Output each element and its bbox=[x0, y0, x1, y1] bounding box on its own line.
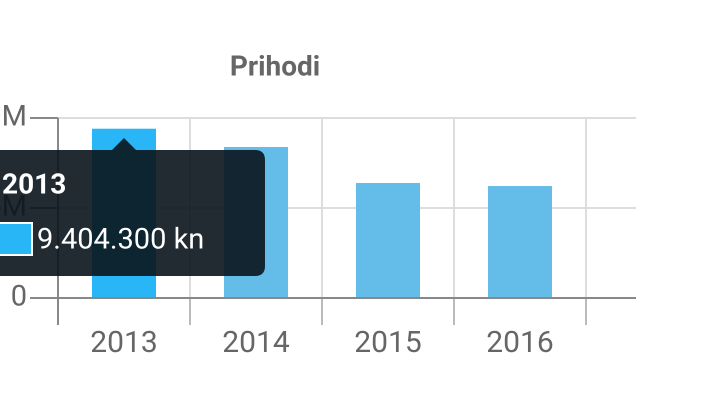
tooltip-swatch bbox=[0, 222, 33, 256]
tooltip: 2013 9.404.300 kn bbox=[0, 138, 265, 276]
tooltip-title: 2013 bbox=[2, 167, 66, 200]
y-tick-label: 0 bbox=[11, 280, 27, 314]
tooltip-box bbox=[0, 138, 265, 276]
tooltip-value: 9.404.300 kn bbox=[37, 223, 204, 257]
x-tick-label: 2014 bbox=[222, 325, 290, 360]
bar bbox=[488, 186, 552, 298]
x-tick-label: 2015 bbox=[354, 325, 421, 360]
chart-title: Prihodi bbox=[230, 49, 320, 82]
bar bbox=[356, 182, 420, 298]
x-tick-label: 2016 bbox=[486, 325, 553, 360]
x-tick-label: 2013 bbox=[90, 325, 157, 360]
y-tick-label: 10M bbox=[0, 100, 27, 134]
